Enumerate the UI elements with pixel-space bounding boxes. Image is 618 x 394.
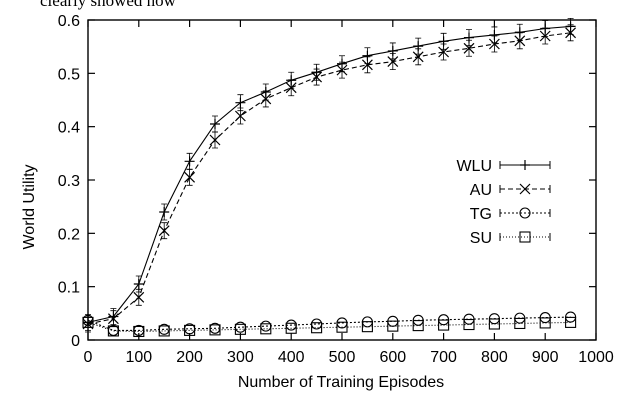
data-point <box>158 225 170 237</box>
data-point <box>311 318 323 330</box>
x-tick-label: 500 <box>329 349 356 366</box>
data-point <box>514 317 526 330</box>
data-point <box>412 320 424 332</box>
data-point <box>133 325 145 338</box>
x-tick-label: 700 <box>430 349 457 366</box>
data-point <box>514 35 526 47</box>
data-point <box>336 64 348 76</box>
legend-marker <box>519 207 531 219</box>
data-point <box>260 323 272 335</box>
data-point <box>463 318 475 331</box>
data-point <box>184 156 195 167</box>
data-point <box>82 316 94 328</box>
legend-marker <box>519 231 531 243</box>
x-tick-label: 0 <box>84 349 93 366</box>
data-point <box>311 71 323 83</box>
series-layer <box>82 18 577 338</box>
legend-cap <box>499 185 551 193</box>
legend-marker <box>520 160 530 170</box>
legend-entry: WLU <box>456 158 551 175</box>
legend-entry: SU <box>470 230 551 247</box>
legend-label: SU <box>470 230 492 247</box>
data-point <box>285 322 297 334</box>
legend-cap <box>499 233 551 241</box>
x-tick-label: 1000 <box>578 349 614 366</box>
data-point <box>260 93 272 105</box>
y-tick-label: 0.5 <box>58 66 80 83</box>
data-point <box>285 82 297 94</box>
y-axis-label: World Utility <box>21 164 38 249</box>
data-point <box>184 324 196 336</box>
data-point <box>387 320 399 332</box>
data-point <box>209 324 221 336</box>
data-point <box>387 56 399 68</box>
data-point <box>158 325 170 337</box>
x-tick-label: 100 <box>125 349 152 366</box>
series-tg <box>82 311 577 336</box>
data-point <box>565 27 577 39</box>
legend: WLU AU TG SU <box>456 158 551 247</box>
x-tick-label: 300 <box>227 349 254 366</box>
data-point <box>488 318 500 330</box>
y-axis: 0 0.1 0.2 0.3 0.4 0.5 0.6 <box>58 13 596 350</box>
y-tick-label: 0.2 <box>58 226 80 243</box>
x-tick-label: 800 <box>481 349 508 366</box>
x-axis: 0 100 200 300 400 500 600 700 800 900 1000 <box>84 20 614 366</box>
legend-entry: AU <box>470 182 551 199</box>
data-point <box>107 313 119 325</box>
series-su <box>82 316 577 338</box>
series-wlu <box>83 18 576 331</box>
data-point <box>107 325 119 337</box>
legend-cap <box>499 209 551 217</box>
data-point <box>412 51 424 63</box>
x-tick-label: 200 <box>176 349 203 366</box>
data-point <box>539 30 551 42</box>
data-point <box>565 316 577 328</box>
legend-label: TG <box>470 206 492 223</box>
data-point <box>539 317 551 329</box>
data-point <box>184 171 196 183</box>
data-point <box>463 42 475 54</box>
x-tick-label: 400 <box>278 349 305 366</box>
series-line-wlu <box>87 25 571 323</box>
data-point <box>488 38 500 50</box>
y-tick-label: 0.4 <box>58 120 80 137</box>
data-point <box>234 323 246 335</box>
data-point <box>209 134 221 146</box>
x-tick-label: 900 <box>532 349 559 366</box>
series-au <box>82 24 577 333</box>
series-line-au <box>87 32 571 325</box>
series-line-su <box>87 321 571 333</box>
data-point <box>133 279 144 289</box>
y-tick-label: 0.3 <box>58 173 80 190</box>
x-axis-label: Number of Training Episodes <box>238 374 444 391</box>
y-tick-label: 0 <box>71 333 80 350</box>
data-point <box>336 321 348 333</box>
data-point <box>235 97 246 108</box>
data-point <box>210 119 220 129</box>
legend-cap <box>499 161 551 169</box>
x-tick-label: 600 <box>379 349 406 366</box>
data-point <box>159 207 170 217</box>
legend-label: WLU <box>456 158 492 175</box>
data-point <box>361 321 373 333</box>
y-tick-label: 0.1 <box>58 280 80 297</box>
data-point <box>133 291 145 303</box>
legend-label: AU <box>470 182 492 199</box>
top-text-fragment: clearly showed how <box>40 0 176 10</box>
legend-entry: TG <box>470 206 551 223</box>
data-point <box>438 46 450 58</box>
y-tick-label: 0.6 <box>58 13 80 30</box>
data-point <box>438 319 450 331</box>
legend-marker <box>519 183 531 195</box>
data-point <box>361 59 373 71</box>
data-point <box>234 110 246 122</box>
data-point <box>311 322 323 334</box>
